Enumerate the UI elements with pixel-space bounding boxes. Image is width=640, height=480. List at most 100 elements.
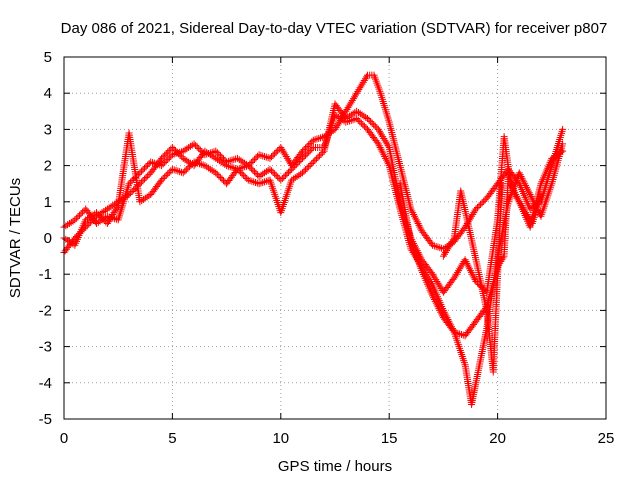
data-point [223, 162, 231, 170]
data-point [515, 198, 523, 206]
data-point [255, 151, 263, 159]
data-point [300, 153, 308, 161]
data-point [308, 160, 316, 168]
data-point [355, 86, 363, 94]
data-point [452, 270, 460, 278]
data-point [212, 147, 220, 155]
data-point [282, 153, 290, 161]
data-point [85, 213, 93, 221]
data-point [356, 110, 364, 118]
data-point [259, 152, 267, 160]
data-point [212, 154, 220, 162]
data-point [303, 142, 311, 150]
data-point [255, 180, 263, 188]
data-point [477, 200, 485, 208]
data-point [354, 109, 362, 117]
x-tick-label: 0 [60, 430, 68, 447]
data-point [356, 118, 364, 126]
data-point [523, 185, 531, 193]
data-point [429, 241, 437, 249]
data-point [74, 213, 82, 221]
x-tick-label: 25 [598, 430, 615, 447]
data-point [269, 168, 277, 176]
data-point [238, 170, 246, 178]
data-point [96, 212, 104, 220]
data-point [271, 150, 279, 158]
data-point [305, 141, 313, 149]
data-point [72, 214, 80, 222]
data-point [313, 135, 321, 143]
data-point [141, 164, 149, 172]
data-point [437, 308, 445, 316]
data-point [281, 171, 289, 179]
data-point [158, 176, 166, 184]
data-point [274, 147, 282, 155]
data-point [219, 159, 227, 167]
data-point [249, 166, 257, 174]
data-point [268, 153, 276, 161]
data-point [62, 235, 70, 243]
data-point [519, 176, 527, 184]
x-tick-label: 20 [489, 430, 506, 447]
data-point [228, 156, 236, 164]
data-point [203, 163, 211, 171]
data-point [349, 95, 357, 103]
data-point [525, 214, 533, 222]
data-point [308, 145, 316, 153]
data-point [376, 144, 384, 151]
data-point [87, 212, 95, 220]
data-point [186, 142, 194, 150]
data-point [161, 151, 169, 159]
data-point [439, 252, 447, 260]
data-point [353, 89, 361, 97]
data-point [382, 138, 390, 146]
data-point [514, 196, 522, 204]
data-point [438, 244, 446, 252]
data-point [252, 178, 260, 186]
data-point [257, 179, 265, 187]
data-point [300, 146, 308, 154]
data-point [433, 277, 441, 285]
data-point [93, 209, 101, 217]
data-point [271, 170, 279, 178]
data-point [237, 168, 245, 176]
data-point [438, 310, 446, 318]
data-point [356, 84, 364, 92]
data-point [280, 149, 288, 157]
data-point [252, 169, 260, 177]
data-point [172, 166, 180, 174]
data-point [127, 189, 135, 197]
data-point [190, 140, 198, 148]
data-point [555, 150, 563, 158]
data-point [381, 136, 389, 144]
data-point [444, 245, 452, 253]
data-point [370, 121, 378, 129]
data-point [436, 283, 444, 291]
data-point [526, 205, 534, 213]
data-point [559, 140, 567, 148]
data-point [240, 171, 248, 179]
y-tick-label: 3 [44, 121, 52, 138]
data-point [176, 151, 184, 159]
data-point [559, 147, 567, 155]
data-point [303, 164, 311, 172]
x-tick-label: 10 [272, 430, 289, 447]
data-point [361, 75, 369, 83]
data-point [521, 207, 529, 215]
data-point [252, 154, 260, 162]
data-point [472, 277, 480, 285]
data-point [269, 151, 277, 159]
data-point [300, 167, 308, 175]
data-point [164, 170, 172, 178]
data-point [266, 165, 274, 173]
data-point [291, 162, 299, 170]
data-point [333, 122, 341, 130]
data-point [286, 167, 294, 175]
data-point [182, 166, 190, 174]
data-point [412, 216, 420, 224]
data-point [295, 171, 303, 179]
data-point [461, 223, 469, 231]
data-point [357, 119, 365, 127]
data-point [379, 149, 387, 157]
data-point [168, 144, 176, 151]
